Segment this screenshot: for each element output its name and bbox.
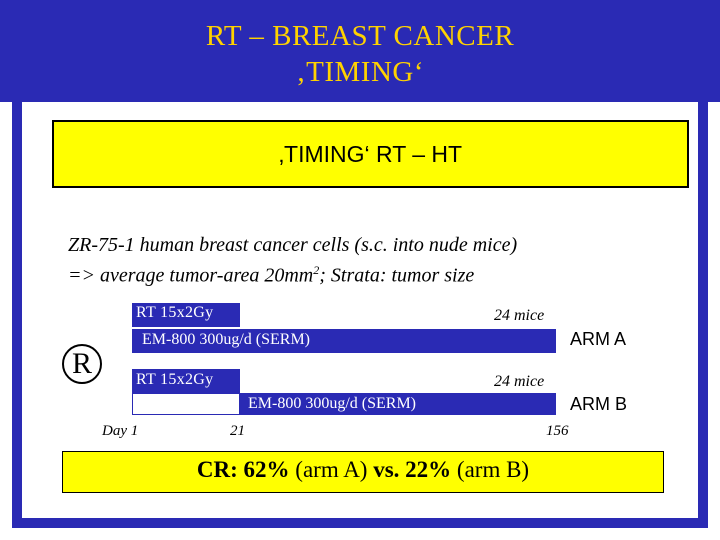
- result-arm-b-value: 22%: [405, 457, 452, 482]
- arm-b-rt-label: RT 15x2Gy: [136, 371, 214, 388]
- arm-b-label: ARM B: [570, 394, 628, 414]
- arm-b-em-bar: [240, 393, 556, 415]
- timeline-day1: Day 1: [102, 423, 139, 439]
- timing-heading-box: ‚TIMING‘ RT – HT: [52, 120, 689, 188]
- result-vs: vs.: [373, 457, 400, 482]
- result-line: CR: 62% (arm A) vs. 22% (arm B): [63, 457, 663, 483]
- result-arm-a-label: (arm A): [295, 457, 368, 482]
- arm-a-label: ARM A: [570, 329, 627, 349]
- result-arm-a-value: 62%: [243, 457, 290, 482]
- description-line2-tail: ; Strata: tumor size: [319, 264, 475, 287]
- timeline-day156: 156: [546, 423, 569, 439]
- timeline-day21: 21: [230, 423, 245, 439]
- slide-title-line1: RT – BREAST CANCER: [205, 20, 515, 52]
- result-arm-b-label: (arm B): [456, 457, 530, 482]
- slide-title-line2: ‚TIMING‘: [295, 56, 424, 88]
- title-band: RT – BREAST CANCER ‚TIMING‘: [0, 0, 720, 102]
- description-line2: => average tumor-area 20mm2; Strata: tum…: [68, 263, 474, 288]
- arm-a-rt-label: RT 15x2Gy: [136, 304, 214, 321]
- randomization-circle: R: [62, 344, 102, 384]
- result-box: CR: 62% (arm A) vs. 22% (arm B): [62, 451, 664, 493]
- arm-a-em-bar: [132, 329, 556, 353]
- description-line2-main: => average tumor-area 20mm: [68, 264, 314, 287]
- arm-b-em-label: EM-800 300ug/d (SERM): [248, 395, 416, 412]
- arm-a-mice-count: 24 mice: [494, 307, 545, 324]
- arm-a-em-label: EM-800 300ug/d (SERM): [142, 331, 310, 348]
- description-line2-superscript: 2: [313, 263, 320, 277]
- arm-a-rt-bar: [132, 303, 240, 327]
- timing-heading-label: ‚TIMING‘ RT – HT: [278, 141, 463, 167]
- arm-b-rt-bar: [132, 369, 240, 393]
- result-cr-label: CR:: [196, 457, 238, 482]
- description-line1: ZR-75-1 human breast cancer cells (s.c. …: [68, 234, 518, 256]
- arm-b-mice-count: 24 mice: [494, 373, 545, 390]
- arm-b-pre-hormone-gap: [132, 393, 240, 415]
